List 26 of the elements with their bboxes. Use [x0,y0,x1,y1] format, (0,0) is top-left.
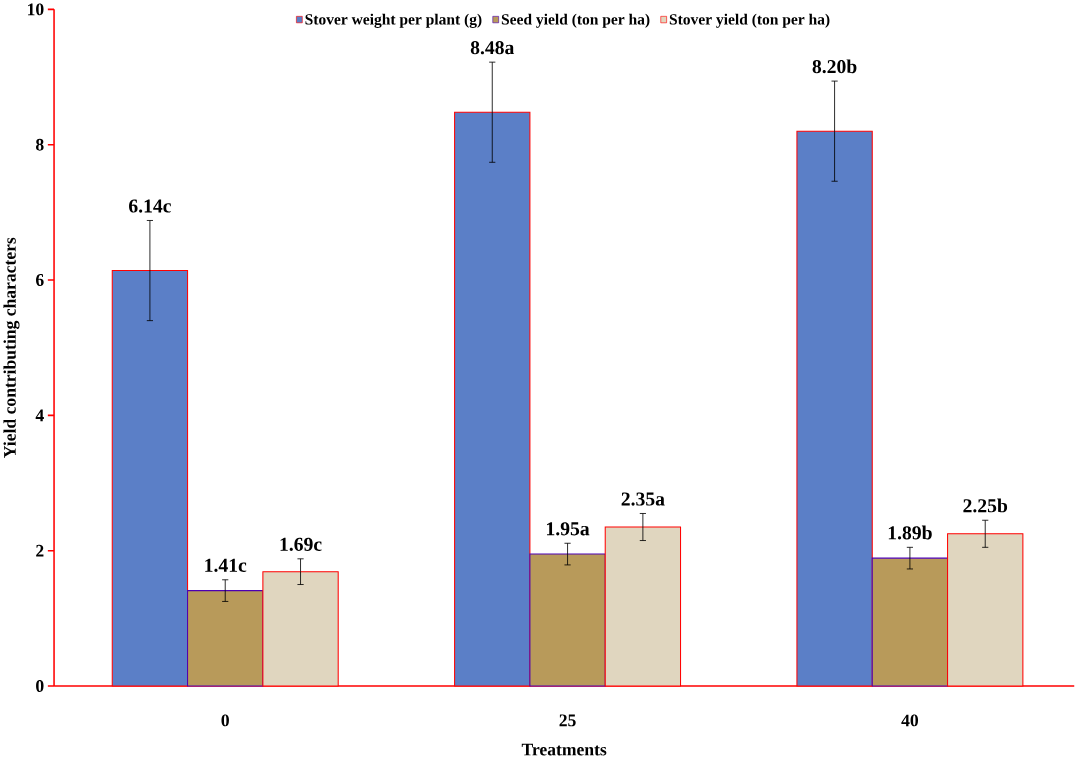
y-tick-label: 4 [35,409,44,422]
bar [187,590,264,687]
bar [871,557,949,687]
y-tick-label: 8 [35,138,44,151]
data-label: 2.25b [963,498,1008,513]
x-tick-label: 25 [559,714,576,727]
legend-label: Stover weight per plant (g) [305,13,482,28]
x-tick-label: 0 [221,714,229,727]
data-label: 1.95a [547,522,590,536]
x-tick-label: 40 [901,714,919,727]
y-tick-label: 10 [28,3,44,16]
y-axis-title: Yield contributing characters [3,237,20,458]
bar [529,553,606,687]
y-tick-label: 0 [36,680,44,692]
y-tick-label: 6 [36,274,44,286]
data-label: 8.20b [812,59,857,74]
data-label: 1.89b [888,525,932,540]
data-label: 1.41c [205,558,247,573]
x-axis-title: Treatments [521,743,607,756]
legend-label: Seed yield (ton per ha) [501,13,650,28]
data-label: 6.14c [129,199,171,213]
data-label: 8.48a [470,41,515,55]
legend-label: Stover yield (ton per ha) [669,13,830,28]
y-tick-label: 2 [36,544,44,557]
data-label: 2.35a [621,492,665,506]
data-label: 1.69c [280,537,322,552]
